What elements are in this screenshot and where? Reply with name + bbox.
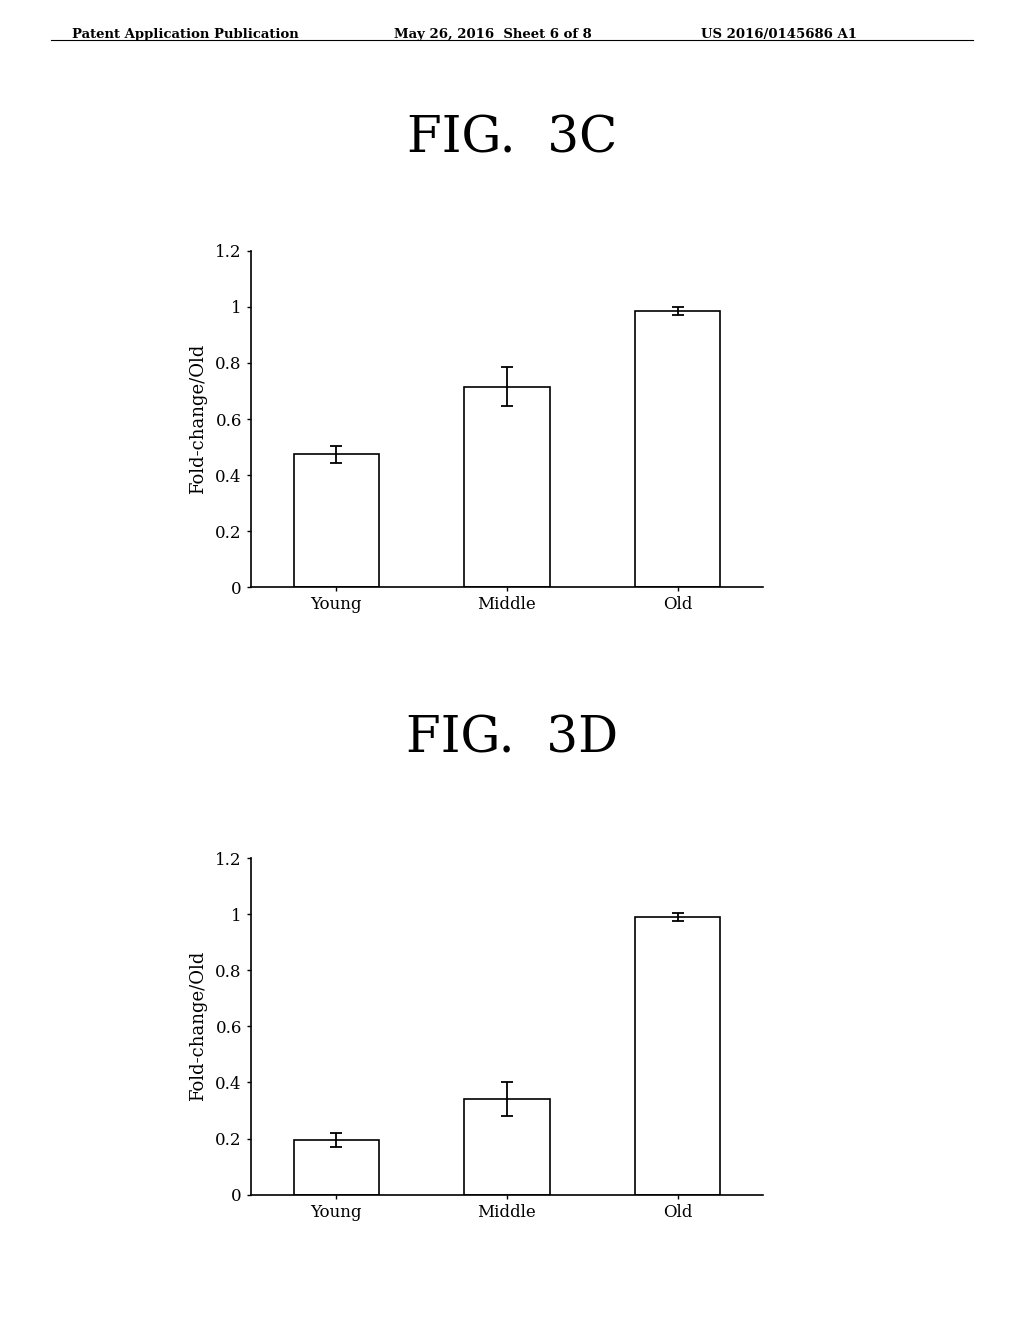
Bar: [464, 387, 550, 587]
Text: FIG.  3D: FIG. 3D: [406, 714, 618, 764]
Bar: [464, 1100, 550, 1195]
Text: FIG.  3C: FIG. 3C: [407, 114, 617, 164]
Text: US 2016/0145686 A1: US 2016/0145686 A1: [701, 28, 857, 41]
Bar: [635, 312, 720, 587]
Bar: [294, 1140, 379, 1195]
Y-axis label: Fold-change/Old: Fold-change/Old: [189, 952, 207, 1101]
Bar: [635, 917, 720, 1195]
Bar: [294, 454, 379, 587]
Text: May 26, 2016  Sheet 6 of 8: May 26, 2016 Sheet 6 of 8: [394, 28, 592, 41]
Text: Patent Application Publication: Patent Application Publication: [72, 28, 298, 41]
Y-axis label: Fold-change/Old: Fold-change/Old: [189, 345, 207, 494]
